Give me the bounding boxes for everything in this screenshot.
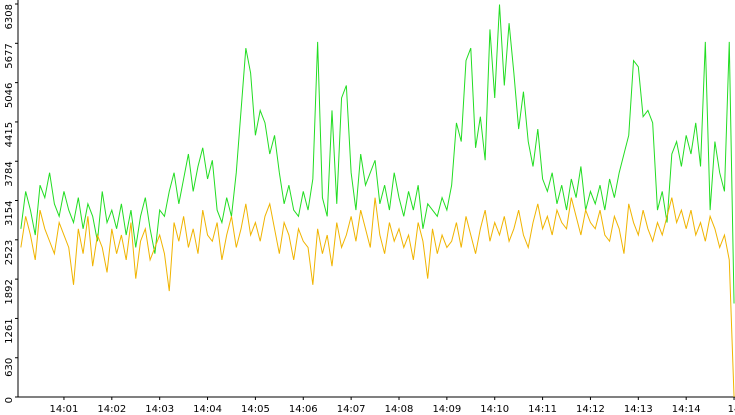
x-tick-label: 14:11 (528, 404, 557, 415)
x-tick-label: 14 (728, 404, 735, 415)
line-series (20, 4, 735, 304)
x-tick-label: 14:09 (432, 404, 461, 415)
y-tick-label: 6308 (4, 4, 15, 29)
y-tick-label: 4415 (4, 122, 15, 147)
x-tick-label: 14:08 (385, 404, 414, 415)
y-tick-label: 2523 (4, 240, 15, 265)
y-tick-label: 1892 (4, 279, 15, 304)
x-tick-label: 14:01 (50, 404, 79, 415)
x-tick-label: 14:10 (480, 404, 509, 415)
x-tick-label: 14:02 (97, 404, 126, 415)
y-tick-label: 1261 (4, 318, 15, 343)
x-tick-label: 14:14 (672, 404, 701, 415)
y-tick-label: 3784 (4, 161, 15, 186)
x-tick-label: 14:05 (241, 404, 270, 415)
x-tick-label: 14:12 (576, 404, 605, 415)
y-tick-label: 5046 (4, 83, 15, 108)
x-tick-label: 14:07 (337, 404, 366, 415)
y-tick-label: 630 (4, 358, 15, 377)
y-tick-label: 3154 (4, 201, 15, 226)
y-tick-label: 5677 (4, 43, 15, 68)
x-tick-label: 14:06 (289, 404, 318, 415)
y-tick-label: 0 (4, 397, 15, 403)
x-tick-label: 14:03 (145, 404, 174, 415)
line-series (20, 197, 735, 398)
x-tick-label: 14:13 (624, 404, 653, 415)
x-tick-label: 14:04 (193, 404, 222, 415)
